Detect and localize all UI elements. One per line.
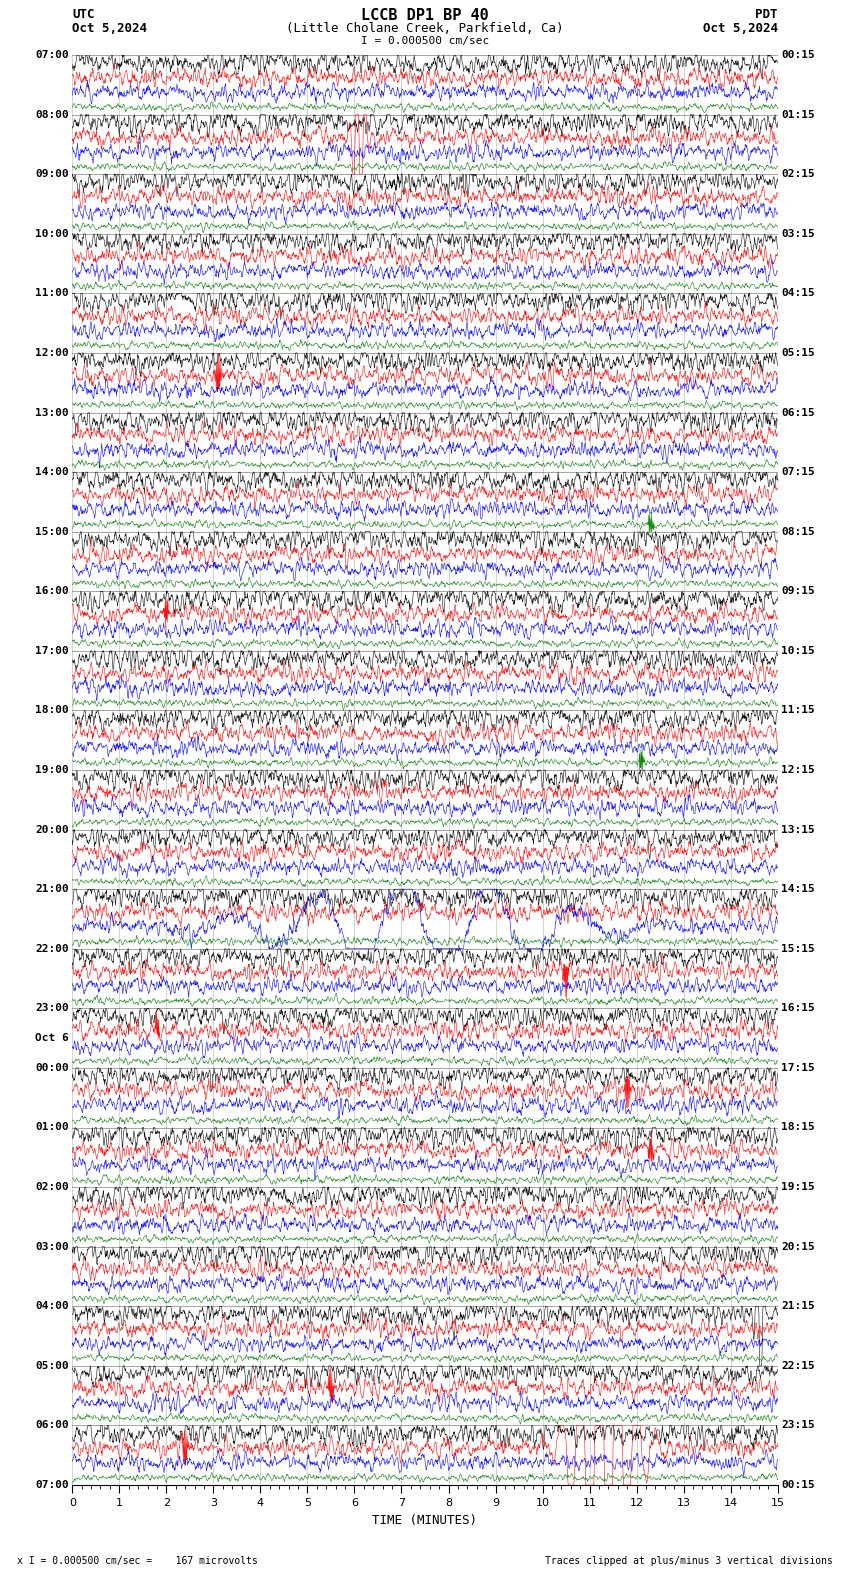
Text: 15:15: 15:15 [781, 944, 815, 954]
Text: 23:15: 23:15 [781, 1421, 815, 1430]
Text: 22:00: 22:00 [35, 944, 69, 954]
Text: Oct 5,2024: Oct 5,2024 [703, 22, 778, 35]
Text: 20:00: 20:00 [35, 825, 69, 835]
Text: 21:00: 21:00 [35, 884, 69, 893]
Text: (Little Cholane Creek, Parkfield, Ca): (Little Cholane Creek, Parkfield, Ca) [286, 22, 564, 35]
Text: 12:00: 12:00 [35, 348, 69, 358]
Text: 13:00: 13:00 [35, 407, 69, 418]
Text: 06:15: 06:15 [781, 407, 815, 418]
Text: 13:15: 13:15 [781, 825, 815, 835]
Text: 10:15: 10:15 [781, 646, 815, 656]
Text: 09:15: 09:15 [781, 586, 815, 596]
Text: x I = 0.000500 cm/sec =    167 microvolts: x I = 0.000500 cm/sec = 167 microvolts [17, 1555, 258, 1567]
Text: 00:15: 00:15 [781, 51, 815, 60]
Text: 08:15: 08:15 [781, 526, 815, 537]
Text: 16:00: 16:00 [35, 586, 69, 596]
Text: 20:15: 20:15 [781, 1242, 815, 1251]
Text: 11:15: 11:15 [781, 705, 815, 716]
Text: 02:15: 02:15 [781, 169, 815, 179]
Text: LCCB DP1 BP 40: LCCB DP1 BP 40 [361, 8, 489, 24]
Text: 07:00: 07:00 [35, 51, 69, 60]
Text: UTC: UTC [72, 8, 94, 21]
X-axis label: TIME (MINUTES): TIME (MINUTES) [372, 1514, 478, 1527]
Text: 03:15: 03:15 [781, 228, 815, 239]
Text: 02:00: 02:00 [35, 1182, 69, 1193]
Text: 17:15: 17:15 [781, 1063, 815, 1072]
Text: 05:15: 05:15 [781, 348, 815, 358]
Text: 15:00: 15:00 [35, 526, 69, 537]
Text: 19:15: 19:15 [781, 1182, 815, 1193]
Text: 01:15: 01:15 [781, 109, 815, 119]
Text: Traces clipped at plus/minus 3 vertical divisions: Traces clipped at plus/minus 3 vertical … [545, 1555, 833, 1567]
Text: 12:15: 12:15 [781, 765, 815, 775]
Text: 04:00: 04:00 [35, 1300, 69, 1312]
Text: 18:15: 18:15 [781, 1123, 815, 1133]
Text: 08:00: 08:00 [35, 109, 69, 119]
Text: Oct 6: Oct 6 [35, 1033, 69, 1044]
Text: I = 0.000500 cm/sec: I = 0.000500 cm/sec [361, 36, 489, 46]
Text: 05:00: 05:00 [35, 1361, 69, 1370]
Text: 00:15: 00:15 [781, 1479, 815, 1491]
Text: 14:00: 14:00 [35, 467, 69, 477]
Text: 10:00: 10:00 [35, 228, 69, 239]
Text: 22:15: 22:15 [781, 1361, 815, 1370]
Text: 04:15: 04:15 [781, 288, 815, 298]
Text: PDT: PDT [756, 8, 778, 21]
Text: 14:15: 14:15 [781, 884, 815, 893]
Text: 16:15: 16:15 [781, 1003, 815, 1014]
Text: 21:15: 21:15 [781, 1300, 815, 1312]
Text: 09:00: 09:00 [35, 169, 69, 179]
Text: 06:00: 06:00 [35, 1421, 69, 1430]
Text: 01:00: 01:00 [35, 1123, 69, 1133]
Text: 19:00: 19:00 [35, 765, 69, 775]
Text: 23:00: 23:00 [35, 1003, 69, 1014]
Text: 18:00: 18:00 [35, 705, 69, 716]
Text: Oct 5,2024: Oct 5,2024 [72, 22, 147, 35]
Text: 00:00: 00:00 [35, 1063, 69, 1072]
Text: 03:00: 03:00 [35, 1242, 69, 1251]
Text: 07:15: 07:15 [781, 467, 815, 477]
Text: 17:00: 17:00 [35, 646, 69, 656]
Text: 11:00: 11:00 [35, 288, 69, 298]
Text: 07:00: 07:00 [35, 1479, 69, 1491]
